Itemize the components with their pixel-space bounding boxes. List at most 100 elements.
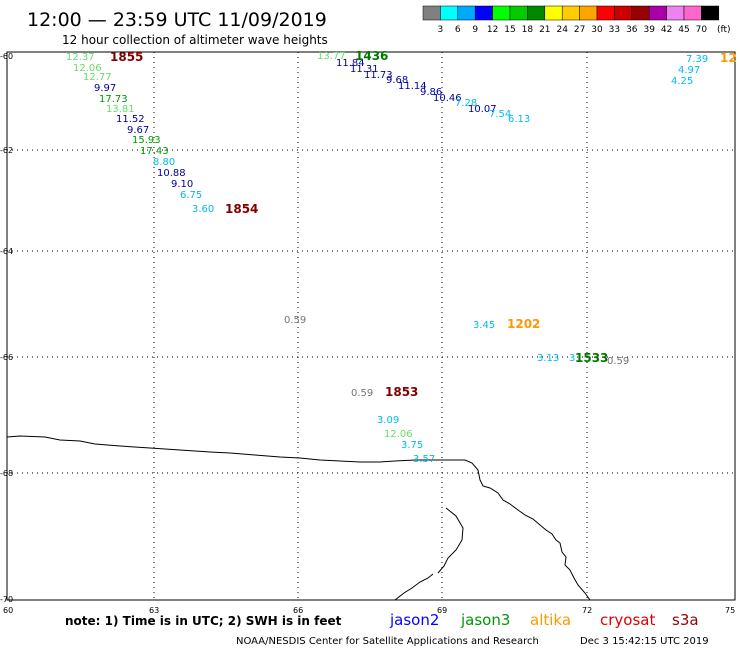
wave-height-label: 10.88 bbox=[157, 168, 186, 179]
scale-swatch bbox=[492, 5, 511, 21]
pass-time-label: 1202 bbox=[507, 317, 540, 331]
lon-label-60: 60 bbox=[3, 606, 13, 615]
pass-time-label: 1855 bbox=[110, 50, 143, 64]
scale-swatch bbox=[614, 5, 633, 21]
pass-time-label: 1436 bbox=[355, 49, 388, 63]
wave-height-label: 9.10 bbox=[171, 179, 193, 190]
scale-swatch bbox=[579, 5, 598, 21]
scale-swatch bbox=[474, 5, 493, 21]
wave-height-labels: 12.3712.0612.779.9717.7313.8111.529.6715… bbox=[66, 51, 708, 465]
footer-timestamp: Dec 3 15:42:15 UTC 2019 bbox=[580, 636, 709, 647]
wave-height-label: 7.28 bbox=[455, 98, 477, 109]
pass-time-label: 1853 bbox=[385, 385, 418, 399]
lon-label-72: 72 bbox=[582, 606, 592, 615]
wave-height-label: 3. bbox=[569, 353, 579, 364]
footer-credit: NOAA/NESDIS Center for Satellite Applica… bbox=[236, 636, 539, 647]
scale-swatch bbox=[527, 5, 546, 21]
wave-height-label: 12.77 bbox=[83, 72, 112, 83]
legend-altika: altika bbox=[530, 611, 571, 629]
lon-label-69: 69 bbox=[437, 606, 447, 615]
lon-label-66: 66 bbox=[293, 606, 303, 615]
lat-label-62: -62 bbox=[0, 146, 13, 155]
scale-swatch bbox=[701, 5, 720, 21]
wave-height-label: 3.09 bbox=[377, 415, 399, 426]
wave-height-label: 13.81 bbox=[106, 104, 135, 115]
pass-time-label: 1533 bbox=[575, 351, 608, 365]
wave-height-label: 10.07 bbox=[468, 104, 497, 115]
wave-height-label: 7.39 bbox=[686, 54, 708, 65]
scale-tick-label: 18 bbox=[522, 25, 534, 35]
wave-height-label: 13.77 bbox=[317, 51, 346, 62]
wave-height-label: 6.13 bbox=[508, 114, 530, 125]
wave-height-label: 12.06 bbox=[73, 63, 102, 74]
scale-tick-label: 9 bbox=[472, 25, 478, 35]
scale-tick-label: 12 bbox=[487, 25, 498, 35]
wave-height-label: 0.59 bbox=[607, 356, 629, 367]
wave-height-label: 7.54 bbox=[489, 109, 511, 120]
wave-height-label: 0.59 bbox=[284, 315, 306, 326]
wave-height-label: 11.84 bbox=[336, 58, 365, 69]
coastline bbox=[6, 435, 591, 601]
scale-tick-label: 70 bbox=[696, 25, 708, 35]
page-title: 12:00 — 23:59 UTC 11/09/2019 bbox=[27, 9, 327, 31]
scale-tick-label: 21 bbox=[539, 25, 550, 35]
scale-swatch bbox=[509, 5, 528, 21]
wave-height-label: 15.93 bbox=[132, 135, 161, 146]
scale-unit: (ft) bbox=[717, 25, 731, 35]
lat-label-68: -68 bbox=[0, 469, 13, 478]
scale-swatch bbox=[596, 5, 615, 21]
legend-jason2: jason2 bbox=[389, 611, 439, 629]
wave-height-label: 4.25 bbox=[671, 76, 693, 87]
wave-height-label: 0.59 bbox=[351, 388, 373, 399]
legend-cryosat: cryosat bbox=[600, 611, 655, 629]
wave-height-label: 9.67 bbox=[127, 125, 149, 136]
wave-height-label: 9.97 bbox=[94, 83, 116, 94]
scale-swatch bbox=[666, 5, 685, 21]
scale-swatch bbox=[440, 5, 459, 21]
scale-tick-label: 42 bbox=[661, 25, 672, 35]
lon-label-63: 63 bbox=[149, 606, 159, 615]
wave-height-label: 3.45 bbox=[473, 320, 495, 331]
scale-tick-label: 15 bbox=[504, 25, 515, 35]
scale-tick-label: 39 bbox=[643, 25, 655, 35]
wave-height-label: 4.97 bbox=[678, 65, 700, 76]
legend-s3a: s3a bbox=[672, 611, 699, 629]
scale-swatch bbox=[683, 5, 702, 21]
lat-label-70: -70 bbox=[0, 595, 13, 604]
wave-height-label: 11.31 bbox=[350, 64, 379, 75]
wave-height-color-scale: 3 6 9 12 15 18 21 24 27 30 33 36 39 42 45 70 (ft) bbox=[422, 5, 731, 35]
wave-height-label: 9.68 bbox=[386, 75, 408, 86]
wave-height-label: 11.14 bbox=[398, 81, 427, 92]
lon-label-75: 75 bbox=[725, 606, 735, 615]
wave-height-label: 17.43 bbox=[140, 146, 169, 157]
legend-jason3: jason3 bbox=[460, 611, 510, 629]
scale-tick-label: 36 bbox=[626, 25, 638, 35]
scale-swatch bbox=[648, 5, 667, 21]
wave-height-label: 3.60 bbox=[192, 204, 214, 215]
wave-height-label: 3.75 bbox=[401, 440, 423, 451]
scale-tick-label: 27 bbox=[574, 25, 585, 35]
wave-height-label: 10.46 bbox=[433, 93, 462, 104]
scale-swatch bbox=[544, 5, 563, 21]
wave-height-label: 17.73 bbox=[99, 94, 128, 105]
scale-tick-label: 6 bbox=[455, 25, 461, 35]
scale-swatch bbox=[457, 5, 476, 21]
lat-label-66: -66 bbox=[0, 353, 13, 362]
wave-height-label: 8.80 bbox=[153, 157, 175, 168]
lat-label-60: -60 bbox=[0, 52, 13, 61]
wave-height-label: 6.75 bbox=[180, 190, 202, 201]
page-subtitle: 12 hour collection of altimeter wave hei… bbox=[62, 33, 328, 47]
scale-swatch bbox=[631, 5, 650, 21]
map-frame bbox=[6, 51, 736, 601]
scale-tick-label: 3 bbox=[438, 25, 444, 35]
wave-height-label: 3.13 bbox=[537, 353, 559, 364]
scale-tick-label: 24 bbox=[556, 25, 568, 35]
scale-tick-label: 45 bbox=[678, 25, 689, 35]
wave-height-label: 11.52 bbox=[116, 114, 145, 125]
scale-swatch bbox=[561, 5, 580, 21]
pass-time-label: 1854 bbox=[225, 202, 258, 216]
scale-tick-label: 33 bbox=[609, 25, 620, 35]
pass-time-labels: 1855 1854 1436 1202 12 1533 1853 bbox=[110, 49, 737, 399]
